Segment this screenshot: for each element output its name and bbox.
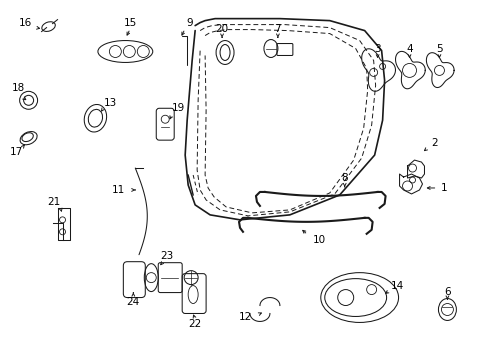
Text: 21: 21 bbox=[47, 197, 60, 207]
Text: 13: 13 bbox=[103, 98, 117, 108]
Text: 12: 12 bbox=[238, 312, 251, 323]
Text: 4: 4 bbox=[406, 44, 412, 54]
Text: 24: 24 bbox=[126, 297, 140, 306]
Text: 9: 9 bbox=[186, 18, 193, 28]
Text: 7: 7 bbox=[274, 24, 281, 33]
Text: 3: 3 bbox=[373, 44, 380, 54]
Text: 2: 2 bbox=[430, 138, 437, 148]
Text: 6: 6 bbox=[443, 287, 450, 297]
Text: 1: 1 bbox=[440, 183, 447, 193]
Text: 17: 17 bbox=[10, 147, 23, 157]
Text: 19: 19 bbox=[171, 103, 184, 113]
Text: 18: 18 bbox=[12, 84, 25, 93]
Text: 15: 15 bbox=[123, 18, 137, 28]
Text: 20: 20 bbox=[215, 24, 228, 33]
Text: 16: 16 bbox=[19, 18, 32, 28]
Text: 5: 5 bbox=[435, 44, 442, 54]
Text: 23: 23 bbox=[160, 251, 174, 261]
Text: 11: 11 bbox=[111, 185, 125, 195]
Text: 8: 8 bbox=[341, 173, 347, 183]
Text: 10: 10 bbox=[313, 235, 325, 245]
Text: 14: 14 bbox=[390, 280, 404, 291]
Text: 22: 22 bbox=[188, 319, 202, 329]
